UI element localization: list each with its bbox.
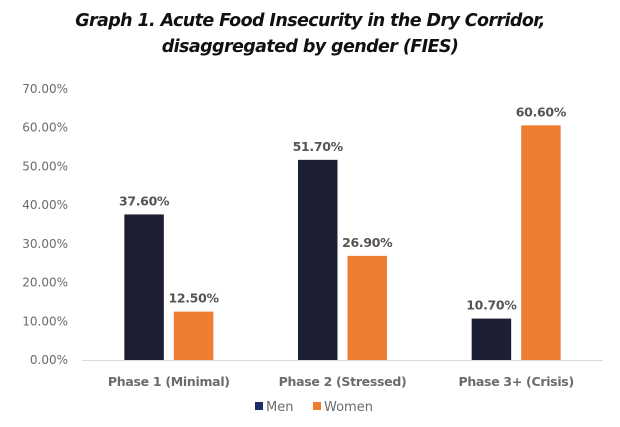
- legend-swatch-men: [255, 402, 263, 410]
- bar-men-3: [471, 318, 512, 360]
- data-label-women-2: 26.90%: [342, 235, 393, 250]
- y-tick-label: 60.00%: [22, 121, 68, 135]
- bar-women-2: [347, 255, 387, 360]
- chart-title-line-2: disaggregated by gender (FIES): [161, 37, 459, 57]
- data-label-men-3: 10.70%: [466, 298, 517, 313]
- data-label-men-1: 37.60%: [119, 193, 170, 208]
- bar-men-1: [124, 214, 164, 360]
- y-tick-label: 50.00%: [22, 159, 68, 173]
- bars: [124, 125, 561, 361]
- chart-title: Graph 1. Acute Food Insecurity in the Dr…: [0, 8, 620, 60]
- chart-title-line-1: Graph 1. Acute Food Insecurity in the Dr…: [75, 11, 545, 31]
- legend-swatch-women: [313, 402, 321, 410]
- legend-label-women: Women: [324, 400, 373, 415]
- bar-women-3: [521, 125, 561, 361]
- bar-men-2: [298, 159, 338, 360]
- bar-women-1: [173, 311, 214, 360]
- y-tick-label: 40.00%: [22, 198, 68, 212]
- data-label-women-1: 12.50%: [168, 291, 219, 306]
- legend: Men Women: [255, 400, 373, 415]
- data-label-women-3: 60.60%: [516, 104, 567, 119]
- y-axis: 0.00% 10.00% 20.00% 30.00% 40.00% 50.00% 60.00…: [22, 82, 68, 367]
- x-tick-label: Phase 3+ (Crisis): [458, 374, 573, 389]
- y-tick-label: 20.00%: [22, 276, 68, 290]
- x-tick-label: Phase 2 (Stressed): [279, 374, 407, 389]
- data-label-men-2: 51.70%: [293, 139, 344, 154]
- y-tick-label: 10.00%: [22, 314, 68, 328]
- y-tick-label: 70.00%: [22, 82, 68, 96]
- data-labels: 37.60% 12.50% 51.70% 26.90% 10.70% 60.60%: [119, 104, 567, 312]
- y-tick-label: 0.00%: [30, 353, 68, 367]
- x-tick-label: Phase 1 (Minimal): [108, 374, 230, 389]
- y-tick-label: 30.00%: [22, 237, 68, 251]
- legend-label-men: Men: [266, 400, 293, 415]
- category-labels: Phase 1 (Minimal) Phase 2 (Stressed) Phase…: [108, 374, 574, 389]
